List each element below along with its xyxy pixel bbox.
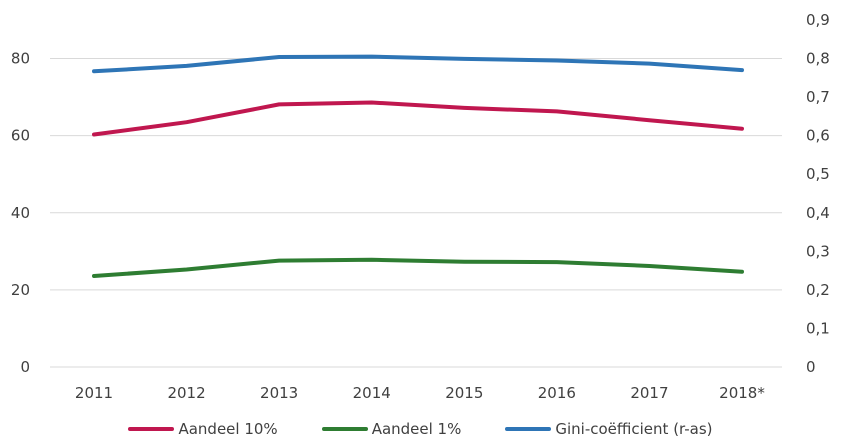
series-lines xyxy=(92,54,744,278)
right-tick-label: 0,7 xyxy=(806,88,830,106)
x-tick-label: 2018* xyxy=(719,384,765,402)
x-tick-label: 2016 xyxy=(538,384,576,402)
series-line-2 xyxy=(92,54,744,74)
x-tick-label: 2013 xyxy=(260,384,298,402)
left-tick-label: 0 xyxy=(20,358,30,376)
right-axis-ticks: 0 0,1 0,2 0,3 0,4 0,5 0,6 0,7 0,8 0,9 xyxy=(806,11,830,376)
legend-swatch-aandeel-10 xyxy=(128,427,175,431)
legend: Aandeel 10% Aandeel 1% Gini-coëfficient … xyxy=(0,418,841,440)
right-tick-label: 0 xyxy=(806,358,816,376)
legend-label-gini: Gini-coëfficient (r-as) xyxy=(555,420,713,438)
x-tick-label: 2012 xyxy=(167,384,205,402)
legend-item-aandeel-10: Aandeel 10% xyxy=(128,420,278,438)
right-tick-label: 0,5 xyxy=(806,165,830,183)
right-tick-label: 0,9 xyxy=(806,11,830,29)
right-tick-label: 0,3 xyxy=(806,242,830,260)
left-tick-label: 20 xyxy=(11,281,30,299)
x-axis-ticks: 2011 2012 2013 2014 2015 2016 2017 2018* xyxy=(75,384,765,402)
right-tick-label: 0,6 xyxy=(806,127,830,145)
right-tick-label: 0,4 xyxy=(806,204,830,222)
series-line-1 xyxy=(92,257,744,278)
left-tick-label: 80 xyxy=(11,50,30,68)
legend-item-gini: Gini-coëfficient (r-as) xyxy=(505,420,713,438)
right-tick-label: 0,8 xyxy=(806,50,830,68)
legend-label-aandeel-10: Aandeel 10% xyxy=(178,420,278,438)
legend-swatch-gini xyxy=(505,427,552,431)
right-tick-label: 0,1 xyxy=(806,319,830,337)
x-tick-label: 2011 xyxy=(75,384,113,402)
legend-item-aandeel-1: Aandeel 1% xyxy=(321,420,462,438)
left-tick-label: 40 xyxy=(11,204,30,222)
legend-swatch-aandeel-1 xyxy=(321,427,368,431)
x-tick-label: 2014 xyxy=(353,384,391,402)
series-line-0 xyxy=(92,100,744,137)
x-tick-label: 2015 xyxy=(445,384,483,402)
left-axis-ticks: 0 20 40 60 80 xyxy=(11,50,30,376)
line-chart: 0 20 40 60 80 0 0,1 0,2 0,3 0,4 0,5 0,6 0,7 0,8 0,9 2… xyxy=(11,11,830,402)
x-tick-label: 2017 xyxy=(630,384,668,402)
right-tick-label: 0,2 xyxy=(806,281,830,299)
legend-label-aandeel-1: Aandeel 1% xyxy=(371,420,462,438)
left-tick-label: 60 xyxy=(11,127,30,145)
